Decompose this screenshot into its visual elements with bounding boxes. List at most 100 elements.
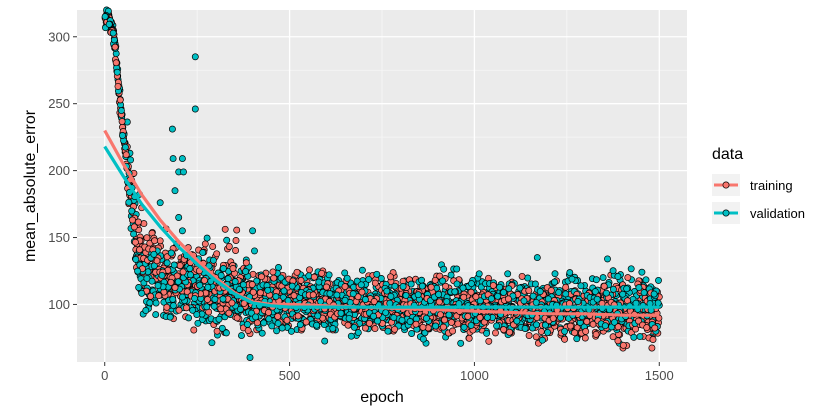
point-validation	[196, 281, 204, 289]
x-axis: 0 500 1000 1500	[101, 362, 674, 383]
point-training	[648, 344, 656, 352]
point-training	[476, 314, 484, 321]
point-validation	[370, 312, 377, 320]
point-validation	[326, 290, 334, 298]
point-training	[525, 287, 533, 295]
point-validation	[260, 319, 268, 327]
point-validation	[142, 307, 150, 314]
point-validation	[143, 274, 151, 282]
point-validation	[640, 289, 648, 297]
x-tick-label: 500	[279, 368, 301, 383]
point-training	[131, 238, 139, 246]
point-validation	[211, 295, 219, 303]
point-training	[143, 234, 151, 242]
point-validation	[121, 143, 129, 151]
point-validation	[158, 271, 166, 279]
point-training	[306, 266, 313, 274]
point-validation	[593, 295, 601, 303]
point-training	[309, 291, 317, 299]
point-validation	[387, 292, 395, 300]
point-validation	[191, 105, 199, 113]
point-validation	[350, 323, 358, 331]
point-validation	[170, 302, 177, 310]
point-training	[449, 327, 457, 335]
point-validation	[134, 267, 142, 275]
point-validation	[219, 295, 227, 303]
point-validation	[538, 336, 546, 344]
point-validation	[516, 284, 524, 292]
point-training	[448, 318, 455, 326]
point-training	[562, 283, 570, 291]
point-training	[163, 303, 171, 311]
data-points	[101, 6, 663, 361]
point-training	[249, 288, 257, 296]
point-validation	[642, 276, 650, 284]
point-validation	[288, 282, 296, 290]
point-validation	[329, 325, 337, 332]
point-validation	[180, 168, 187, 176]
point-validation	[249, 227, 257, 235]
point-validation	[601, 322, 609, 330]
point-training	[232, 247, 240, 254]
legend-label-training: training	[750, 178, 793, 193]
point-training	[365, 319, 373, 327]
point-validation	[178, 227, 186, 235]
point-validation	[264, 286, 272, 294]
point-validation	[154, 282, 162, 289]
point-validation	[296, 321, 304, 329]
point-validation	[468, 280, 475, 288]
point-training	[171, 284, 179, 292]
point-validation	[209, 256, 217, 264]
point-validation	[638, 268, 646, 276]
point-training	[204, 296, 211, 303]
point-validation	[347, 332, 355, 340]
point-training	[436, 311, 444, 319]
point-training	[370, 298, 378, 305]
point-validation	[357, 281, 365, 289]
point-training	[270, 274, 278, 282]
point-training	[561, 335, 569, 343]
point-validation	[447, 271, 455, 279]
legend-point-training	[722, 181, 730, 189]
smooth-lines	[103, 129, 660, 317]
point-validation	[175, 214, 183, 221]
point-validation	[239, 281, 247, 289]
point-validation	[391, 282, 399, 290]
point-training	[242, 259, 250, 267]
point-validation	[533, 254, 541, 262]
point-validation	[186, 265, 194, 273]
point-validation	[119, 132, 126, 139]
point-validation	[109, 29, 117, 37]
point-validation	[418, 276, 426, 284]
point-training	[419, 323, 427, 331]
point-training	[506, 328, 513, 336]
point-validation	[277, 274, 285, 282]
point-validation	[636, 333, 644, 341]
point-validation	[178, 293, 186, 301]
point-validation	[520, 297, 528, 305]
point-training	[439, 323, 447, 331]
point-training	[571, 329, 579, 337]
point-validation	[445, 311, 453, 319]
point-training	[624, 274, 632, 282]
point-training	[464, 312, 472, 320]
point-validation	[374, 317, 382, 325]
point-validation	[453, 280, 461, 288]
point-validation	[602, 289, 610, 297]
point-validation	[577, 282, 585, 290]
point-training	[293, 268, 301, 276]
point-training	[412, 320, 420, 328]
point-validation	[439, 277, 447, 285]
point-validation	[138, 289, 146, 297]
point-training	[213, 250, 221, 258]
point-validation	[443, 298, 451, 306]
point-validation	[373, 270, 381, 278]
x-tick-label: 1000	[460, 368, 489, 383]
point-validation	[101, 13, 109, 21]
point-validation	[210, 302, 218, 310]
point-training	[567, 322, 574, 330]
point-validation	[337, 309, 345, 317]
point-validation	[238, 332, 245, 340]
point-validation	[273, 327, 281, 335]
point-training	[592, 330, 600, 338]
